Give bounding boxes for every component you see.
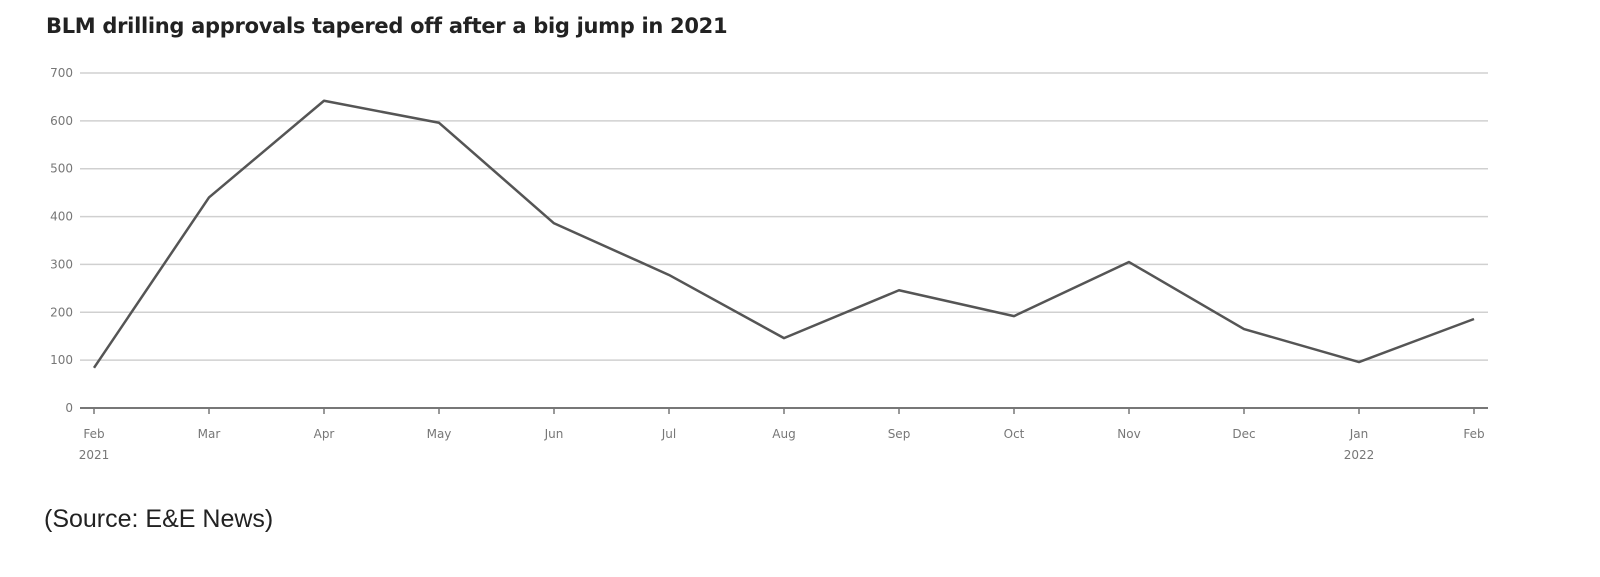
x-tick-label: Sep — [888, 427, 911, 441]
x-tick-label: 2021 — [79, 448, 110, 462]
source-note: (Source: E&E News) — [44, 505, 274, 533]
line-chart: 0 100 200 300 400 500 600 700 Feb 2021 Mar Apr May Ju… — [50, 66, 1488, 462]
y-tick-label: 700 — [50, 66, 73, 80]
y-tick-label: 0 — [65, 401, 73, 415]
x-tick-label: Feb — [1463, 427, 1484, 441]
x-tick-label: Mar — [198, 427, 221, 441]
chart-title: BLM drilling approvals tapered off after… — [46, 14, 728, 38]
y-tick-label: 200 — [50, 305, 73, 319]
x-tick-label: Nov — [1117, 427, 1140, 441]
y-tick-label: 100 — [50, 353, 73, 367]
x-tick-label: Jul — [661, 427, 676, 441]
x-tick-label: Aug — [772, 427, 795, 441]
y-tick-label: 400 — [50, 210, 73, 224]
x-tick-label: Apr — [314, 427, 335, 441]
x-tick-label: 2022 — [1344, 448, 1375, 462]
x-tick-label: May — [427, 427, 452, 441]
x-tick-label: Jan — [1349, 427, 1369, 441]
data-line — [92, 99, 1475, 369]
y-tick-label: 500 — [50, 162, 73, 176]
x-tick-label: Dec — [1232, 427, 1255, 441]
x-tick-label: Feb — [83, 427, 104, 441]
y-tick-label: 600 — [50, 114, 73, 128]
x-tick-label: Oct — [1004, 427, 1025, 441]
y-tick-label: 300 — [50, 257, 73, 271]
x-tick-label: Jun — [544, 427, 564, 441]
